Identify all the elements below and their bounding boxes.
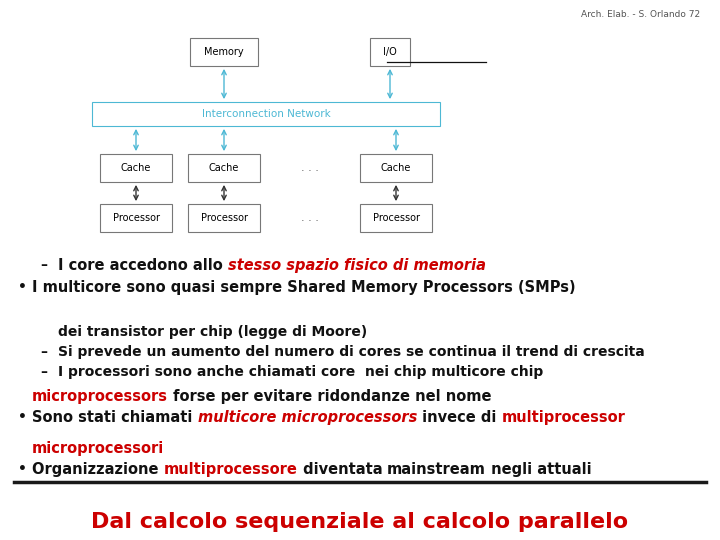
Text: Processor: Processor <box>372 213 420 223</box>
Text: microprocessors: microprocessors <box>32 389 168 404</box>
Text: –: – <box>40 258 47 272</box>
Text: Sono stati chiamati: Sono stati chiamati <box>32 410 197 425</box>
Bar <box>100 204 172 232</box>
Text: Cache: Cache <box>209 163 239 173</box>
Bar <box>100 154 172 182</box>
Text: multicore microprocessors: multicore microprocessors <box>197 410 417 425</box>
Text: Organizzazione: Organizzazione <box>32 462 163 477</box>
Text: . . .: . . . <box>301 213 319 223</box>
Text: dei transistor per chip (legge di Moore): dei transistor per chip (legge di Moore) <box>58 325 367 339</box>
Text: •: • <box>18 462 27 476</box>
Text: I processori sono anche chiamati core  nei chip multicore chip: I processori sono anche chiamati core ne… <box>58 365 544 379</box>
Text: invece di: invece di <box>417 410 501 425</box>
Bar <box>360 204 432 232</box>
Text: Arch. Elab. - S. Orlando 72: Arch. Elab. - S. Orlando 72 <box>581 10 700 19</box>
Bar <box>188 154 260 182</box>
Bar <box>92 102 440 126</box>
Text: –: – <box>40 345 47 359</box>
Text: I core accedono allo: I core accedono allo <box>58 258 228 273</box>
Text: . . .: . . . <box>301 163 319 173</box>
Text: microprocessori: microprocessori <box>32 441 164 456</box>
Text: I/O: I/O <box>383 47 397 57</box>
Text: Cache: Cache <box>381 163 411 173</box>
Text: multiprocessore: multiprocessore <box>163 462 297 477</box>
Text: forse per evitare ridondanze nel nome: forse per evitare ridondanze nel nome <box>168 389 492 404</box>
Bar <box>190 38 258 66</box>
Text: Dal calcolo sequenziale al calcolo parallelo: Dal calcolo sequenziale al calcolo paral… <box>91 512 629 532</box>
Text: I multicore sono quasi sempre Shared Memory Processors (SMPs): I multicore sono quasi sempre Shared Mem… <box>32 280 575 295</box>
Text: Interconnection Network: Interconnection Network <box>202 109 330 119</box>
Text: multiprocessor: multiprocessor <box>501 410 625 425</box>
Text: Memory: Memory <box>204 47 244 57</box>
Text: diventata: diventata <box>297 462 387 477</box>
Bar <box>360 154 432 182</box>
Text: Processor: Processor <box>112 213 160 223</box>
Text: negli attuali: negli attuali <box>486 462 592 477</box>
Text: •: • <box>18 410 27 424</box>
Text: mainstream: mainstream <box>387 462 486 477</box>
Text: stesso spazio fisico di memoria: stesso spazio fisico di memoria <box>228 258 486 273</box>
Text: •: • <box>18 280 27 294</box>
Bar <box>370 38 410 66</box>
Text: –: – <box>40 365 47 379</box>
Bar <box>188 204 260 232</box>
Text: Si prevede un aumento del numero di cores se continua il trend di crescita: Si prevede un aumento del numero di core… <box>58 345 644 359</box>
Text: Processor: Processor <box>200 213 248 223</box>
Text: Cache: Cache <box>121 163 151 173</box>
